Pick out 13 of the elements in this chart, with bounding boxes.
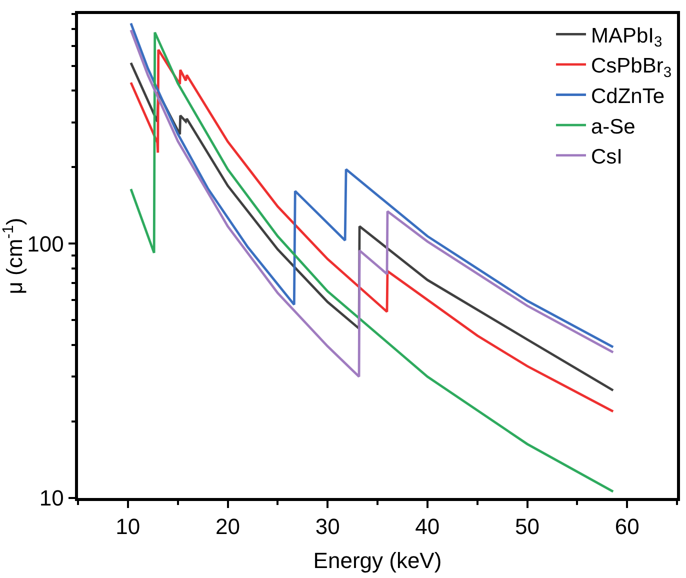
- x-tick-label: 30: [315, 514, 340, 540]
- x-tick-label: 10: [116, 514, 140, 540]
- x-tick-label: 60: [614, 514, 640, 540]
- legend-label: MAPbI$_{3}$: [591, 24, 662, 51]
- x-tick-label: 20: [216, 514, 240, 540]
- legend-label: CsPbBr$_{3}$: [591, 54, 672, 82]
- legend-label: CsI: [591, 146, 622, 169]
- x-tick-label: 50: [515, 514, 540, 540]
- x-tick-label: 40: [415, 514, 440, 540]
- y-tick-label: 100: [27, 231, 64, 256]
- legend-label: a-Se: [591, 115, 636, 138]
- legend-label: CdZnTe: [591, 84, 665, 108]
- x-axis-title: Energy (keV): [313, 548, 442, 574]
